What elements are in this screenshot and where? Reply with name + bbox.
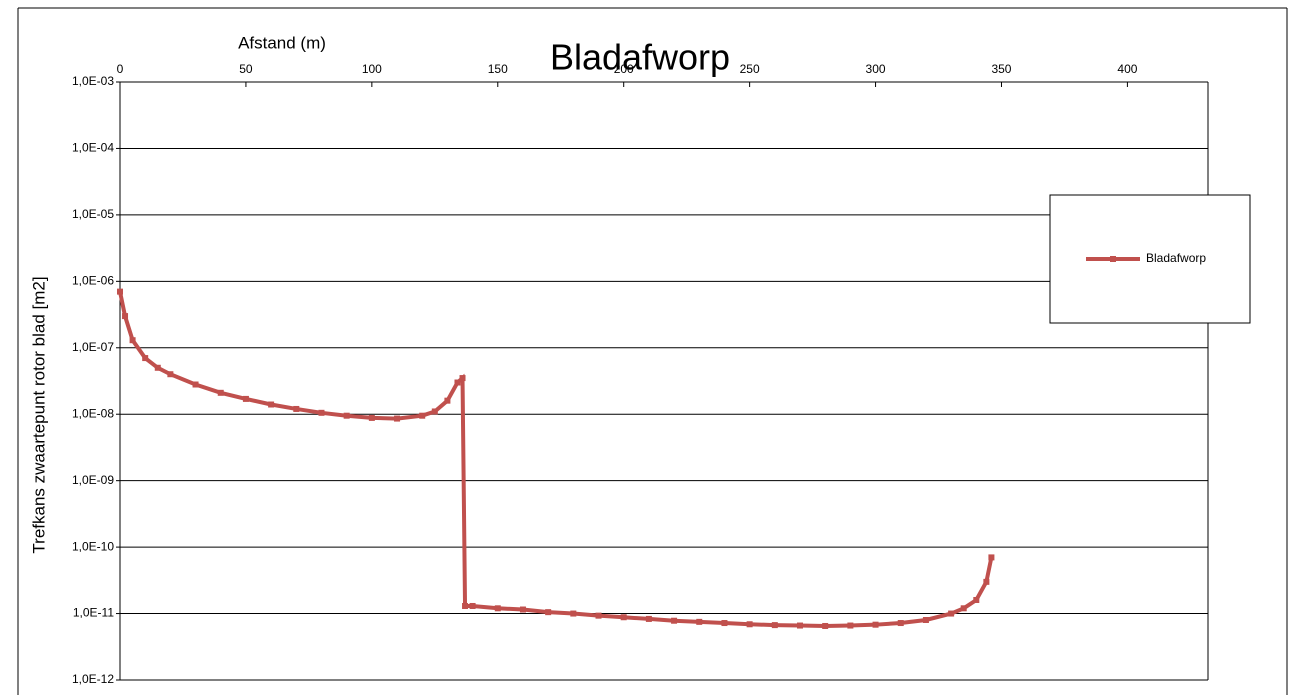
point-marker — [771, 622, 778, 629]
x-tick-label: 250 — [740, 62, 760, 76]
legend-marker — [1110, 256, 1116, 262]
y-tick-label: 1,0E-11 — [73, 606, 114, 620]
legend-box — [1049, 194, 1251, 324]
point-marker — [394, 415, 401, 422]
point-marker — [431, 408, 438, 415]
point-marker — [897, 620, 904, 627]
point-marker — [545, 609, 552, 616]
x-tick-label: 50 — [239, 62, 253, 76]
point-marker — [117, 288, 123, 295]
point-marker — [721, 620, 728, 627]
point-marker — [368, 414, 375, 421]
y-axis-label: Trefkans zwaartepunt rotor blad [m2] — [29, 276, 48, 553]
point-marker — [167, 371, 174, 378]
y-tick-label: 1,0E-05 — [72, 207, 114, 221]
point-marker — [620, 614, 627, 621]
point-marker — [847, 622, 854, 629]
x-tick-label: 100 — [362, 62, 382, 76]
x-tick-label: 400 — [1117, 62, 1137, 76]
point-marker — [129, 337, 136, 344]
point-marker — [973, 596, 980, 603]
y-tick-label: 1,0E-06 — [72, 274, 114, 288]
point-marker — [462, 602, 469, 609]
point-marker — [519, 606, 526, 613]
x-tick-label: 0 — [117, 62, 124, 76]
y-tick-label: 1,0E-12 — [72, 672, 114, 686]
point-marker — [671, 617, 678, 624]
point-marker — [242, 395, 249, 402]
point-marker — [268, 401, 275, 408]
point-marker — [154, 364, 161, 371]
point-marker — [142, 355, 149, 362]
x-tick-label: 350 — [991, 62, 1011, 76]
legend-label: Bladafworp — [1146, 251, 1206, 265]
point-marker — [570, 610, 577, 617]
point-marker — [822, 622, 829, 629]
x-tick-label: 300 — [866, 62, 886, 76]
point-marker — [983, 578, 990, 585]
x-axis-label: Afstand (m) — [238, 33, 326, 52]
x-tick-label: 150 — [488, 62, 508, 76]
point-marker — [459, 375, 466, 382]
y-tick-label: 1,0E-09 — [72, 473, 114, 487]
point-marker — [444, 397, 451, 404]
point-marker — [645, 615, 652, 622]
y-tick-label: 1,0E-03 — [72, 74, 114, 88]
point-marker — [469, 602, 476, 609]
point-marker — [419, 412, 426, 419]
y-tick-label: 1,0E-04 — [72, 141, 114, 155]
point-marker — [122, 313, 129, 320]
point-marker — [454, 379, 461, 386]
point-marker — [696, 618, 703, 625]
point-marker — [746, 621, 753, 628]
point-marker — [343, 412, 350, 419]
point-marker — [960, 605, 967, 612]
y-tick-label: 1,0E-10 — [72, 539, 114, 553]
point-marker — [988, 554, 995, 561]
point-marker — [948, 610, 955, 617]
point-marker — [922, 616, 929, 623]
point-marker — [494, 605, 501, 612]
y-tick-label: 1,0E-07 — [72, 340, 114, 354]
point-marker — [217, 389, 224, 396]
point-marker — [595, 612, 602, 619]
point-marker — [872, 621, 879, 628]
chart-title: Bladafworp — [550, 37, 730, 78]
point-marker — [293, 405, 300, 412]
point-marker — [192, 381, 199, 388]
x-tick-label: 200 — [614, 62, 634, 76]
point-marker — [797, 622, 803, 629]
y-tick-label: 1,0E-08 — [72, 406, 114, 420]
point-marker — [318, 409, 325, 416]
